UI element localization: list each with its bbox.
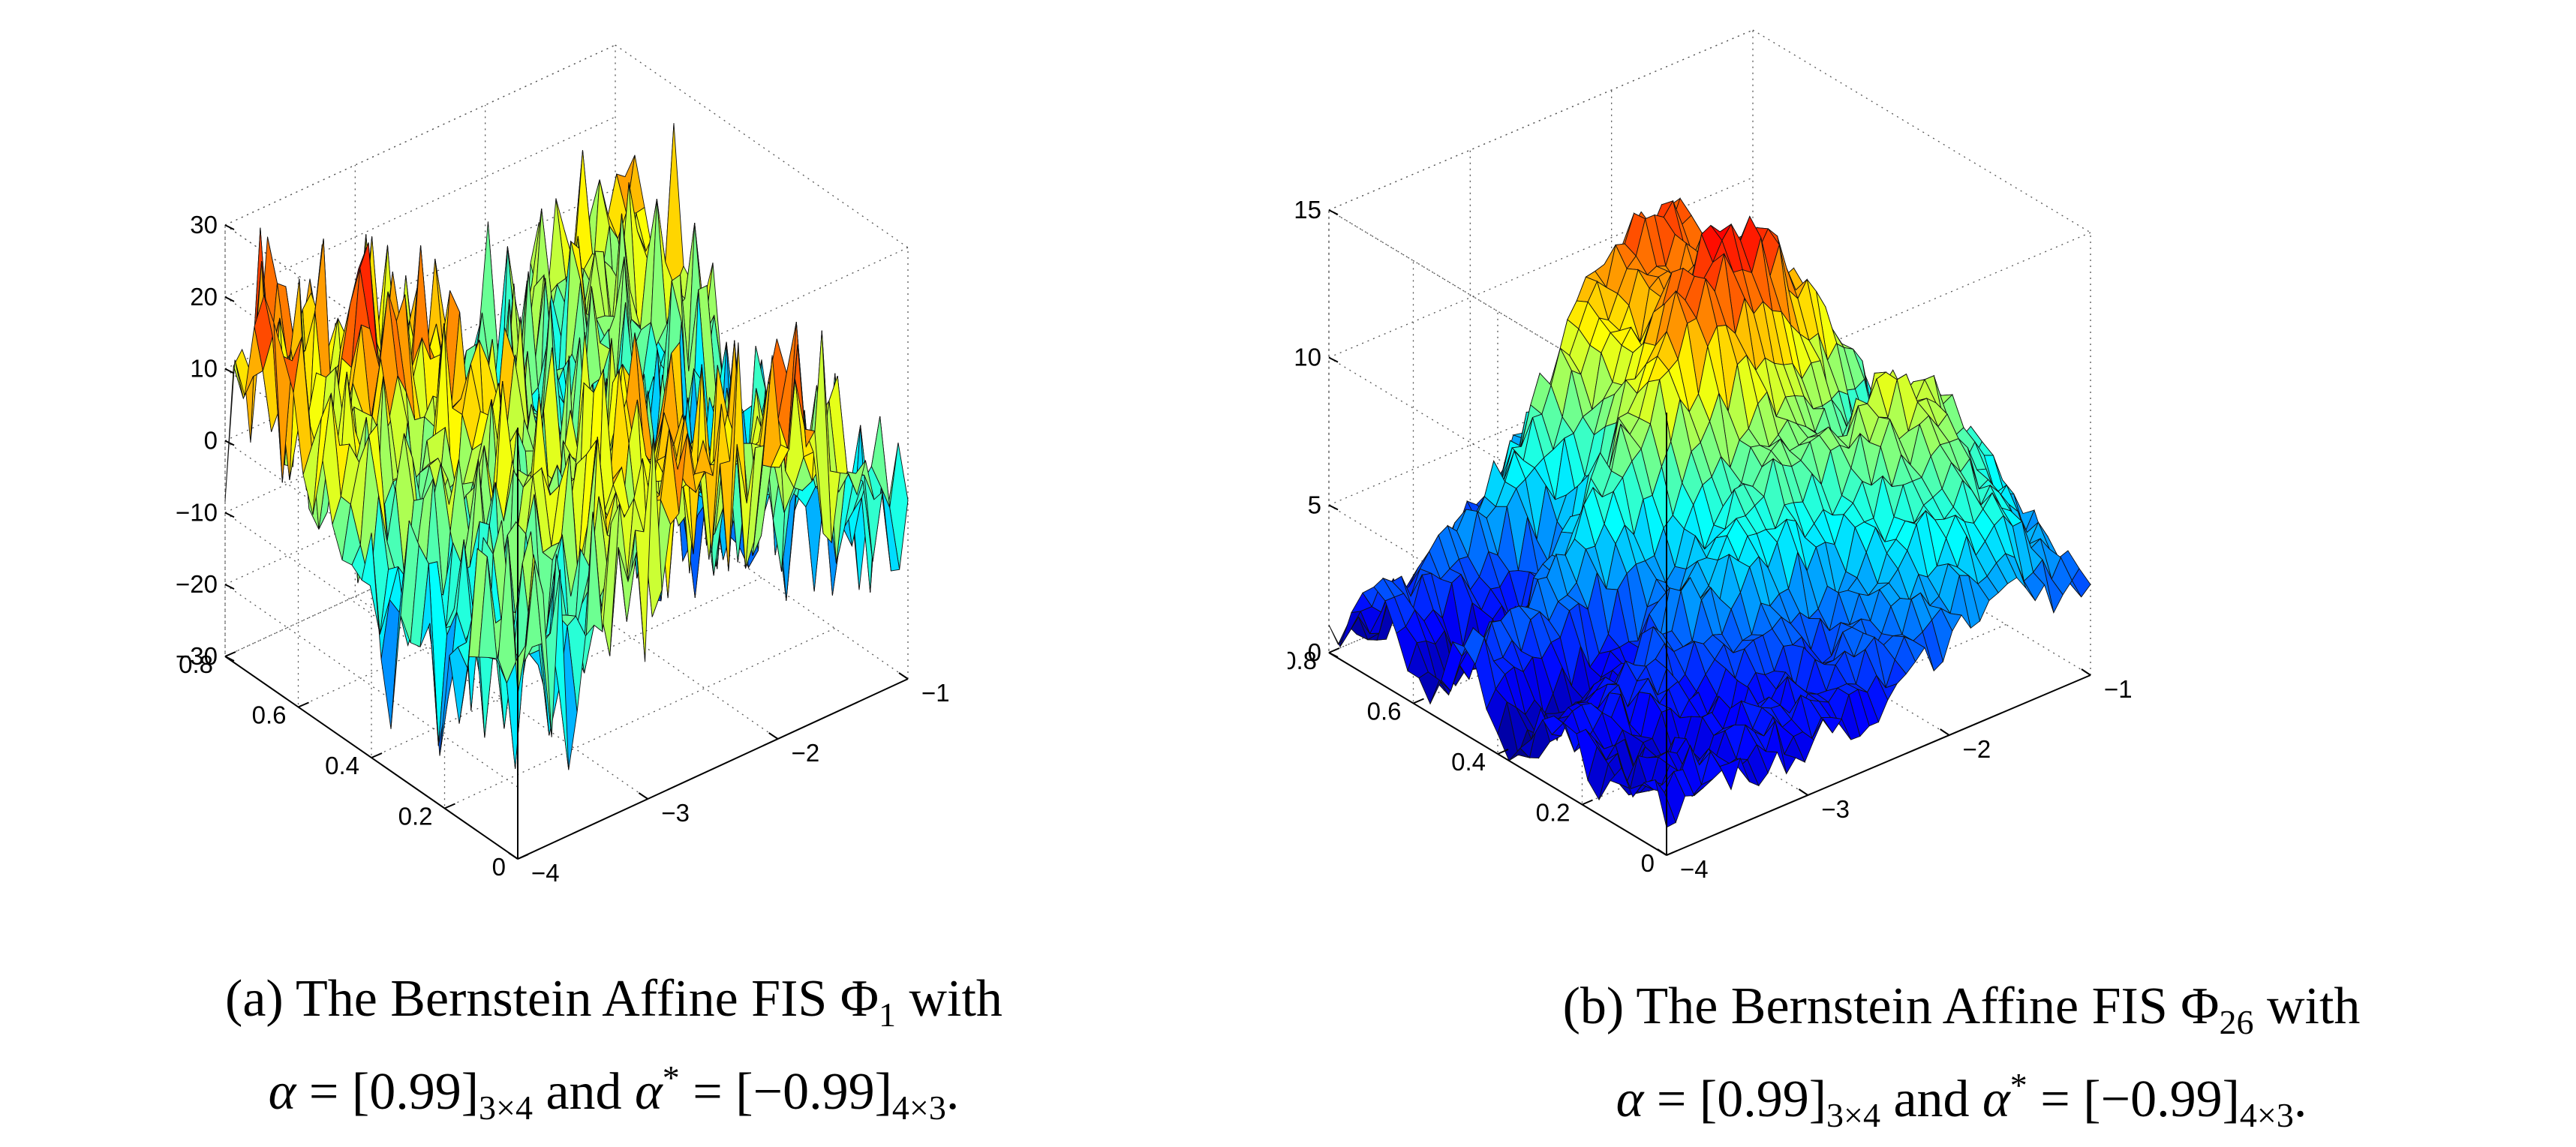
y-tick-label: 0.4 — [325, 752, 359, 779]
y-tick-label: 0.8 — [179, 650, 213, 678]
surface-patch — [1820, 716, 1843, 734]
caption-b-line1: (b) The Bernstein Affine FIS Φ26 with — [1562, 977, 2361, 1041]
caption-b: (b) The Bernstein Affine FIS Φ26 with α … — [1318, 975, 2576, 1147]
z-tick-mark — [1328, 504, 1339, 511]
box-edge — [224, 44, 616, 226]
x-tick-label: −3 — [1821, 795, 1850, 823]
y-tick-label: 0.2 — [1536, 799, 1571, 827]
z-tick-mark — [224, 224, 235, 230]
y-tick-label: 0.6 — [252, 701, 287, 729]
surface-mesh-a — [224, 123, 909, 770]
z-tick-mark — [1328, 209, 1339, 215]
y-tick-label: 0 — [1641, 849, 1655, 877]
axis-lines-a — [224, 224, 909, 860]
axis-lines-b — [1328, 209, 2091, 856]
chart-panel-b: 15 10 5 0 0.8 0.6 0.4 0.2 0 −1 −2 −3 −4 (b) The Bern… — [1288, 0, 2575, 1134]
z-tick-label: 10 — [1294, 344, 1321, 371]
z-tick-mark — [1328, 652, 1339, 658]
z-tick-label: 5 — [1308, 491, 1321, 518]
y-tick-mark — [371, 752, 383, 758]
z-tick-label: 10 — [190, 355, 218, 383]
z-tick-label: −10 — [176, 498, 218, 526]
caption-b-line2: α = [0.99]3×4 and α* = [−0.99]4×3. — [1616, 1066, 2307, 1134]
z-tick-label: 20 — [190, 283, 218, 311]
x-axis-line — [1666, 674, 2091, 856]
x-tick-mark — [768, 732, 779, 740]
z-tick-mark — [224, 656, 235, 662]
z-tick-mark — [224, 440, 235, 446]
z-tick-mark — [224, 512, 235, 518]
box-edge — [1752, 29, 2091, 233]
surface-plot-a: 30 20 10 0 −10 −20 −300.8 0.6 0.4 0.2 0 −1 −2 −3 −4 — [176, 44, 950, 885]
x-tick-mark — [1798, 788, 1808, 796]
x-axis-line — [517, 678, 909, 860]
y-tick-mark — [224, 651, 236, 657]
chart-panel-a: 30 20 10 0 −10 −20 −30 0.8 0.6 0.4 0.2 0 −1 −2 −3 −4 (a… — [0, 0, 1288, 1127]
y-tick-mark — [1413, 698, 1424, 704]
y-tick-label: 0.6 — [1367, 698, 1402, 725]
x-tick-mark — [898, 672, 909, 680]
y-tick-mark — [1666, 850, 1678, 856]
surface-patch — [665, 123, 684, 290]
z-tick-mark — [224, 296, 235, 302]
x-tick-label: −3 — [661, 799, 690, 827]
x-tick-mark — [508, 852, 519, 860]
z-tick-mark — [224, 584, 235, 590]
x-tick-mark — [1940, 728, 1950, 736]
x-tick-mark — [2081, 668, 2091, 676]
y-tick-mark — [1497, 749, 1509, 755]
z-tick-label: 0 — [1308, 638, 1321, 666]
grid-line — [224, 44, 616, 226]
x-tick-label: −2 — [792, 739, 820, 767]
y-tick-mark — [1582, 799, 1593, 806]
x-tick-label: −2 — [1963, 735, 1991, 763]
box-edge — [1328, 29, 1754, 211]
z-tick-label: −20 — [176, 570, 218, 598]
y-tick-label: 0.2 — [398, 803, 433, 830]
caption-a: (a) The Bernstein Affine FIS Φ1 with α =… — [0, 968, 1258, 1139]
surface-patch — [507, 538, 527, 695]
y-tick-mark — [517, 854, 529, 860]
x-tick-label: −1 — [2104, 675, 2133, 703]
z-tick-mark — [224, 368, 235, 374]
grid-line — [485, 105, 779, 740]
x-tick-mark — [638, 792, 648, 800]
x-tick-label: −4 — [531, 859, 560, 885]
x-tick-label: −1 — [921, 679, 950, 707]
z-tick-label: −30 — [176, 642, 218, 670]
z-tick-label: 0 — [204, 427, 218, 455]
z-tick-mark — [1328, 356, 1339, 363]
z-tick-label: 15 — [1294, 196, 1321, 224]
caption-a-line2: α = [0.99]3×4 and α* = [−0.99]4×3. — [268, 1058, 960, 1127]
y-tick-label: 0.8 — [1288, 647, 1317, 674]
surface-patch — [1655, 779, 1676, 828]
y-tick-mark — [1328, 647, 1340, 653]
y-tick-mark — [444, 803, 455, 809]
x-tick-mark — [1657, 848, 1667, 856]
y-tick-label: 0 — [492, 853, 506, 881]
y-tick-label: 0.4 — [1451, 748, 1486, 776]
tick-labels-a: 30 20 10 0 −10 −20 −300.8 0.6 0.4 0.2 0 −1 −2 −3 −4 — [176, 211, 950, 885]
y-tick-mark — [298, 701, 309, 708]
caption-a-line1: (a) The Bernstein Affine FIS Φ1 with — [225, 970, 1002, 1034]
x-tick-label: −4 — [1680, 855, 1709, 883]
surface-mesh-b — [1328, 197, 2091, 828]
z-tick-label: 30 — [190, 211, 218, 239]
